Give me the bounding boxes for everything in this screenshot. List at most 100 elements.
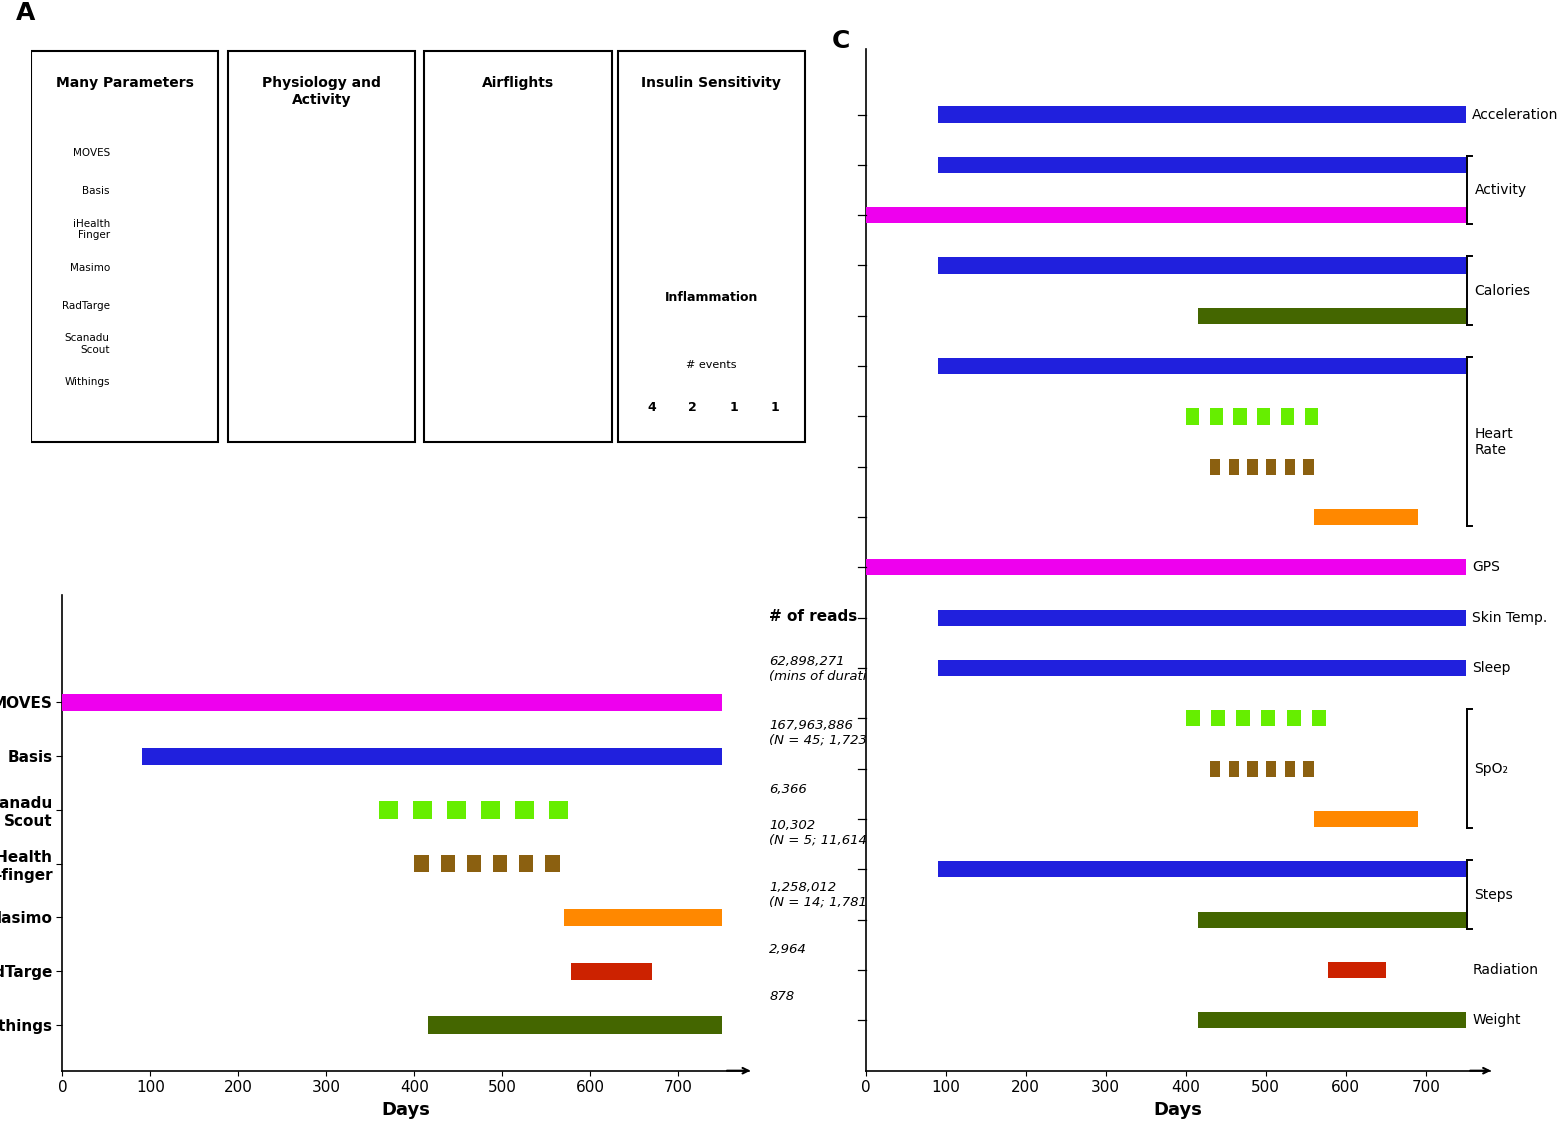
Bar <box>519 855 534 872</box>
Bar <box>1234 408 1246 425</box>
X-axis label: Days: Days <box>1153 1101 1203 1119</box>
Text: C: C <box>831 28 850 53</box>
Text: Scanadu
Scout: Scanadu Scout <box>66 333 109 355</box>
Bar <box>1229 760 1239 777</box>
Bar <box>866 207 1466 223</box>
Bar <box>1285 459 1295 475</box>
Bar <box>415 855 429 872</box>
Bar <box>1248 760 1257 777</box>
Bar <box>1281 408 1295 425</box>
Text: 4: 4 <box>647 401 655 415</box>
Bar <box>379 801 398 818</box>
Bar <box>1186 710 1200 726</box>
Text: Airflights: Airflights <box>482 76 554 91</box>
Bar <box>424 51 612 442</box>
Bar <box>1236 710 1250 726</box>
Bar <box>938 107 1466 122</box>
Text: Heart
Rate: Heart Rate <box>1474 426 1513 457</box>
Bar <box>1198 308 1466 324</box>
Bar <box>571 963 652 980</box>
Text: A: A <box>16 1 34 26</box>
Text: 167,963,886
(N = 45; 1,723,836,533): 167,963,886 (N = 45; 1,723,836,533) <box>769 718 931 747</box>
Text: iHealth
Finger: iHealth Finger <box>73 219 109 240</box>
Bar <box>549 801 568 818</box>
Text: Skin Temp.: Skin Temp. <box>1473 611 1548 624</box>
Bar <box>1304 459 1314 475</box>
Text: Calories: Calories <box>1474 283 1530 298</box>
Text: Activity: Activity <box>1474 184 1527 197</box>
Text: 2: 2 <box>688 401 697 415</box>
Text: Radiation: Radiation <box>1473 963 1538 977</box>
Text: # events: # events <box>686 360 736 370</box>
Bar <box>1262 710 1276 726</box>
Bar <box>448 801 466 818</box>
Bar <box>1314 811 1418 827</box>
Text: MOVES: MOVES <box>73 148 109 157</box>
Bar <box>493 855 507 872</box>
Bar <box>544 855 560 872</box>
Text: Weight: Weight <box>1473 1013 1521 1028</box>
Bar <box>1229 459 1239 475</box>
Bar <box>482 801 501 818</box>
Bar <box>565 909 722 926</box>
Text: 10,302
(N = 5; 11,614): 10,302 (N = 5; 11,614) <box>769 819 872 846</box>
Bar <box>1257 408 1270 425</box>
Bar <box>1328 962 1385 978</box>
Bar <box>31 51 218 442</box>
Text: Masimo: Masimo <box>70 263 109 273</box>
Bar <box>1314 509 1418 526</box>
Text: Physiology and
Activity: Physiology and Activity <box>262 76 381 107</box>
Bar <box>938 156 1466 173</box>
Bar <box>618 51 805 442</box>
Bar <box>62 693 722 712</box>
Bar <box>1211 459 1220 475</box>
Bar <box>440 855 456 872</box>
Text: 1: 1 <box>730 401 738 415</box>
Bar <box>1267 459 1276 475</box>
Text: 2,964: 2,964 <box>769 943 807 956</box>
Bar <box>938 861 1466 877</box>
Text: SpO₂: SpO₂ <box>1474 761 1509 776</box>
Bar <box>1198 1012 1466 1029</box>
Text: Sleep: Sleep <box>1473 661 1510 675</box>
Bar <box>515 801 535 818</box>
Bar <box>1209 408 1223 425</box>
Bar <box>1211 760 1220 777</box>
X-axis label: Days: Days <box>381 1101 431 1119</box>
Bar <box>1304 408 1318 425</box>
Bar <box>1285 760 1295 777</box>
Bar <box>938 257 1466 273</box>
Bar <box>938 358 1466 374</box>
Text: RadTarge: RadTarge <box>62 301 109 310</box>
Bar <box>1198 912 1466 928</box>
Text: Basis: Basis <box>83 186 109 196</box>
Bar <box>142 748 722 765</box>
Text: Many Parameters: Many Parameters <box>56 76 193 91</box>
Text: Insulin Sensitivity: Insulin Sensitivity <box>641 76 782 91</box>
Text: 1,258,012
(N = 14; 1,781,560): 1,258,012 (N = 14; 1,781,560) <box>769 880 902 909</box>
Text: 878: 878 <box>769 990 794 1004</box>
Text: Steps: Steps <box>1474 887 1513 902</box>
Text: Acceleration: Acceleration <box>1473 108 1558 121</box>
Bar <box>1267 760 1276 777</box>
Text: Inflammation: Inflammation <box>665 291 758 304</box>
Bar <box>1248 459 1257 475</box>
Text: 6,366: 6,366 <box>769 783 807 796</box>
Bar <box>938 610 1466 625</box>
Bar <box>1186 408 1200 425</box>
Bar <box>1211 710 1225 726</box>
Text: GPS: GPS <box>1473 561 1501 574</box>
Bar <box>866 560 1466 576</box>
Bar <box>1312 710 1326 726</box>
Bar <box>1287 710 1301 726</box>
Text: 1: 1 <box>771 401 780 415</box>
Bar <box>1304 760 1314 777</box>
Bar <box>427 1016 722 1033</box>
Bar <box>413 801 432 818</box>
Text: 62,898,271
(mins of duration): 62,898,271 (mins of duration) <box>769 655 888 682</box>
Bar <box>466 855 480 872</box>
Bar <box>228 51 415 442</box>
Bar <box>938 661 1466 676</box>
Text: # of reads: # of reads <box>769 608 858 624</box>
Text: Withings: Withings <box>64 377 109 387</box>
